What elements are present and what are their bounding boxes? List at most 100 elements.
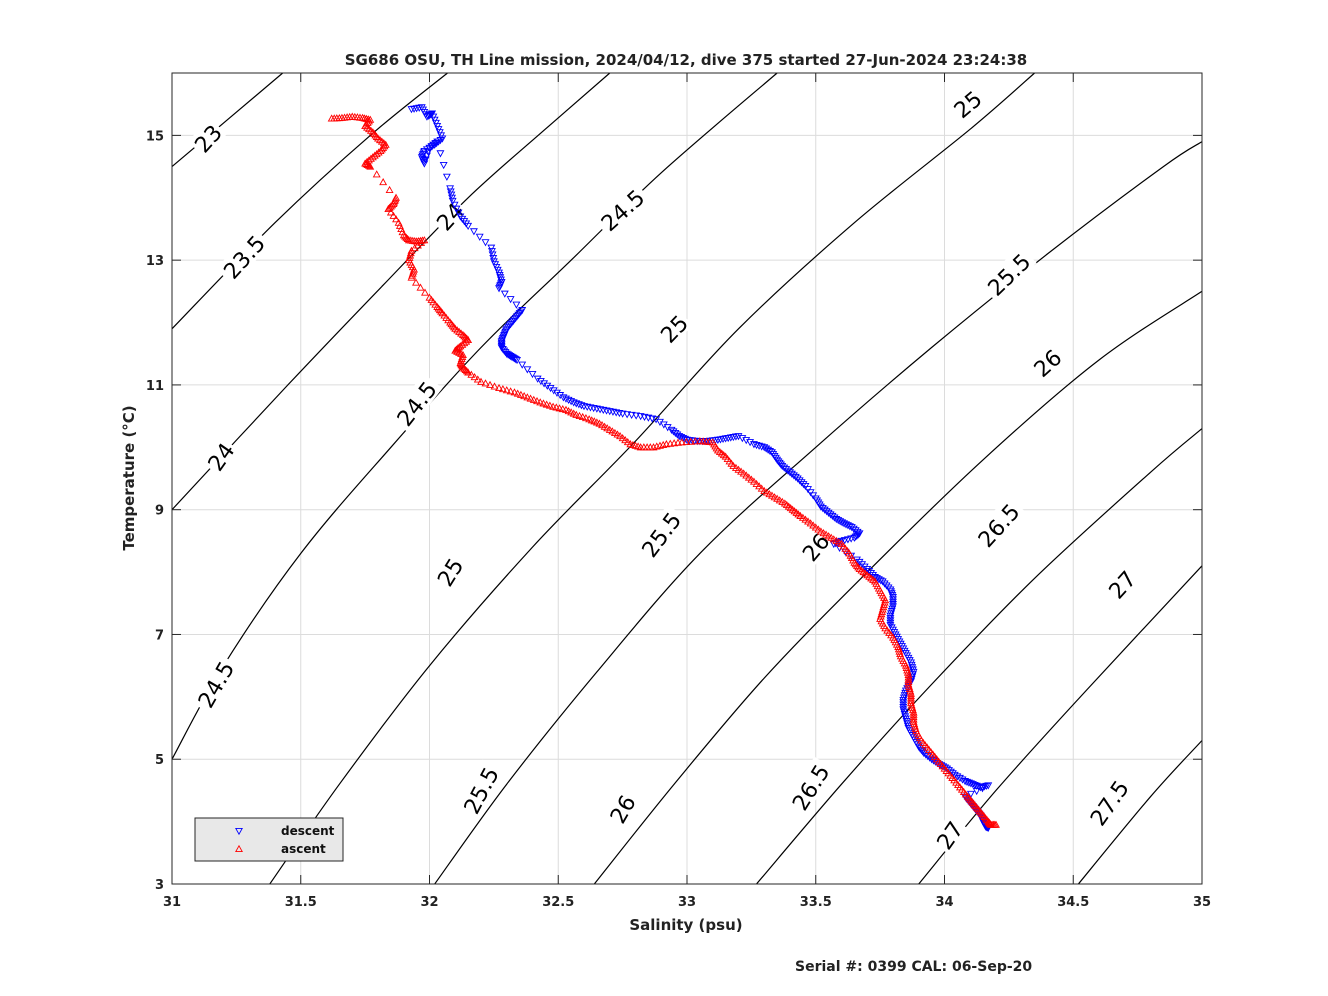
isopycnal-25.5 [434, 141, 1203, 885]
descent-point [556, 392, 565, 400]
descent-point [836, 518, 845, 526]
contour-label-bg [215, 227, 272, 286]
ascent-point [903, 666, 912, 674]
legend: descent ascent [194, 817, 344, 862]
y-axis-label: Temperature (°C) [120, 405, 138, 550]
ascent-point [456, 342, 465, 350]
ascent-point [453, 347, 462, 355]
x-tick-label: 34.5 [1057, 895, 1089, 910]
contour-label-bg [947, 83, 988, 123]
ascent-point [420, 236, 429, 244]
descent-point [518, 361, 527, 369]
ascent-point [686, 437, 695, 445]
ascent-point [907, 694, 915, 702]
ascent-series [327, 112, 1000, 828]
ascent-point [879, 603, 888, 611]
descent-point [567, 398, 576, 406]
ascent-point [542, 400, 551, 408]
descent-point [460, 218, 469, 226]
descent-point [852, 532, 861, 540]
descent-point [489, 254, 498, 263]
descent-point [900, 692, 909, 700]
y-tick-label: 7 [155, 628, 164, 643]
ascent-point [877, 610, 886, 618]
ascent-point [545, 401, 554, 409]
ascent-point [881, 596, 890, 604]
ascent-point [536, 398, 545, 406]
contour-label-bg [795, 526, 835, 567]
ascent-point [385, 203, 394, 211]
ascent-point [464, 368, 473, 376]
ascent-point [389, 199, 398, 208]
descent-point [797, 479, 806, 487]
ascent-point [904, 680, 913, 688]
descent-point [886, 615, 895, 623]
ascent-point [407, 246, 416, 254]
ascent-point [452, 345, 461, 353]
ascent-point [502, 386, 511, 394]
isopycnal-23 [171, 72, 284, 168]
descent-point [899, 708, 908, 716]
descent-point [901, 689, 910, 698]
descent-point [549, 387, 558, 395]
descent-point [464, 222, 473, 230]
y-tick-label: 13 [146, 254, 164, 269]
descent-point [749, 441, 758, 449]
descent-point [889, 594, 897, 602]
chart-title: SG686 OSU, TH Line mission, 2024/04/12, … [345, 51, 1028, 69]
ascent-point [402, 233, 411, 241]
descent-point [533, 375, 542, 383]
descent-point [462, 220, 471, 228]
serial-calibration-footer: Serial #: 0399 CAL: 06-Sep-20 [795, 959, 1032, 975]
ascent-point [880, 598, 889, 606]
x-tick-label: 35 [1193, 895, 1211, 910]
descent-point [528, 370, 537, 379]
ascent-point [992, 820, 1000, 828]
descent-point [887, 608, 896, 616]
descent-point [439, 162, 448, 170]
ascent-point [755, 482, 764, 490]
ascent-point [896, 649, 905, 657]
descent-point [577, 402, 586, 410]
descent-point [832, 516, 841, 524]
descent-point [860, 563, 869, 571]
descent-point [908, 666, 917, 674]
ascent-point [513, 389, 522, 397]
contour-label-bg [633, 504, 687, 564]
x-axis-label: Salinity (psu) [629, 916, 742, 934]
descent-point [899, 706, 908, 714]
y-tick-label: 11 [146, 379, 164, 394]
descent-point [907, 661, 916, 670]
ascent-point [366, 162, 375, 170]
contour-label-bg [389, 373, 443, 433]
ascent-point [406, 251, 415, 259]
descent-point [889, 601, 897, 609]
descent-point [452, 205, 461, 213]
descent-point [564, 396, 573, 405]
x-tick-label: 33.5 [800, 895, 832, 910]
ascent-point [392, 215, 400, 223]
x-tick-label: 33 [678, 895, 696, 910]
ascent-point [904, 675, 913, 683]
descent-point [899, 703, 908, 712]
ascent-point [451, 346, 460, 354]
descent-point [899, 694, 908, 702]
descent-point [488, 251, 497, 259]
y-tick-label: 15 [146, 129, 164, 144]
ascent-point [520, 392, 529, 400]
descent-point [899, 701, 908, 709]
descent-point [623, 411, 632, 419]
descent-point [511, 356, 520, 364]
descent-point [495, 271, 504, 280]
descent-point [496, 274, 505, 282]
ascent-point [495, 383, 503, 392]
ascent-point [682, 437, 691, 446]
ascent-point [421, 288, 429, 296]
descent-point [972, 788, 981, 796]
contour-label-bg [430, 551, 468, 592]
ascent-point [905, 682, 914, 690]
contour-label-bg [1026, 342, 1067, 382]
descent-point [978, 785, 987, 793]
x-tick-label: 31 [163, 895, 181, 910]
isopycnal-24.5 [171, 72, 778, 760]
